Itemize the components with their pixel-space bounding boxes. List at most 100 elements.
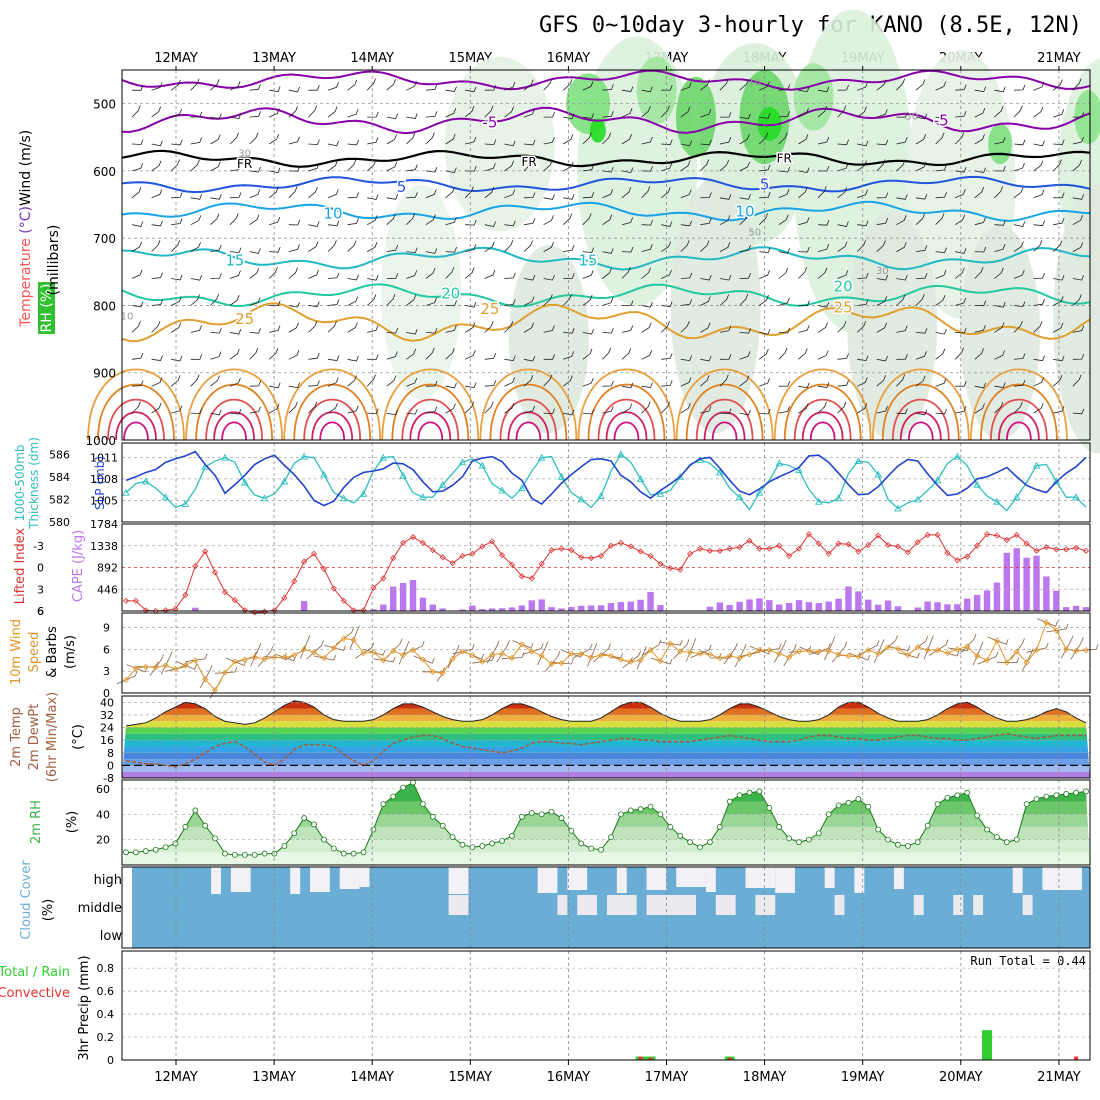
wind-barb [327,189,339,199]
rh-legend-label: RH (%) [39,284,55,333]
wind-marker [924,647,931,654]
isotherm-label: 10 [323,204,342,222]
wind-barb [837,353,849,360]
wind-barb [739,194,751,200]
cape-bar [973,594,981,611]
wind-barb [269,300,281,306]
wind-barb [504,240,514,252]
wind-barb [974,300,987,307]
cape-bar [954,604,961,611]
wind-barb [551,658,574,665]
wind-barb [210,113,222,120]
wind-barb [700,192,712,199]
wind-marker [815,648,822,655]
wind-barb [817,401,827,414]
lifted-marker [617,539,624,546]
wind-barb [837,241,848,252]
wind-marker [687,649,694,656]
rh-marker [390,793,397,800]
isotherm-label: 20 [834,278,853,296]
wind-barb [425,189,437,199]
rh-marker [667,824,674,830]
cape-bar [924,601,931,611]
lifted-marker [390,555,397,562]
rh-marker [726,798,733,805]
rh-legend-swatch [38,282,55,334]
wind-barb [641,244,653,252]
temp-band [122,759,1090,766]
wind-barb [673,639,690,660]
wind-barb [543,274,555,281]
wind-barb [621,382,634,389]
wind-barb [621,246,634,253]
wind-barb [935,328,947,335]
wind-barb [327,355,340,361]
wind-barb [249,267,260,279]
cloud-gap [567,867,588,890]
wind-barb [783,643,797,667]
lifted-tick: 3 [37,583,44,596]
wind-barb [268,348,279,360]
wind-barb [773,639,787,663]
cloud-gap [230,867,251,892]
rh-marker [202,822,209,829]
wind-barb [778,347,788,360]
lifted-marker [1082,547,1090,554]
wind-barb [857,355,869,362]
cloud-gap [646,867,667,890]
wind-barb [486,640,500,664]
wind-barb [1053,139,1065,146]
rh-shading [589,118,606,143]
wind-barb [367,137,379,145]
wind-barb [1046,623,1069,633]
date-label-top: 13MAY [252,51,296,66]
rh-marker [875,826,882,833]
wind-barb [798,217,810,226]
cloud-gap [705,867,716,892]
wind-barb [465,302,477,308]
wind-barb [700,139,712,146]
upper-air-ylabel: (millibars) [46,225,62,296]
upper-air-axis-title: RH (%) Temperature (°C)Wind (m/s) [18,130,34,380]
isotherm-label: 25 [235,310,254,328]
wind-barb [210,194,222,200]
cape-bar [865,599,872,611]
rh-marker [479,843,486,849]
lifted-marker [934,531,941,538]
wind-barb [1072,136,1084,145]
thickness-marker [399,471,407,479]
wind-barb [602,406,614,414]
wind-marker [380,657,387,664]
temperature-contour [97,383,175,441]
rh-marker [1013,836,1020,843]
wind-barb [661,139,673,146]
wind-barb [190,275,203,281]
wind-barb [1072,353,1085,360]
wind-barb [210,293,220,306]
wind-barb [602,132,612,145]
lifted-marker [429,547,436,554]
rh-marker [301,815,308,821]
date-label-bottom: 14MAY [350,1070,394,1085]
cape-bar [934,602,941,611]
temperature-contour [871,368,970,441]
wind-barb [504,189,516,199]
temperature-contour [221,421,247,441]
lifted-marker [766,545,773,552]
wind-barb [778,132,788,145]
wind-barb [1033,189,1045,199]
wind-barb [249,166,261,173]
wind-barb [190,78,200,91]
slp-line [125,450,1087,507]
wind-barb [199,665,213,689]
cloud-row-label: high [94,873,122,888]
thickness-marker [953,452,962,460]
cape-bar [825,601,832,611]
rh-marker [469,844,476,851]
wind-barb [621,403,633,414]
wind-barb [1072,294,1082,306]
wind-barb [778,406,790,414]
rh-marker [142,848,149,854]
rh-marker [598,846,604,853]
wind-barb [700,240,710,252]
